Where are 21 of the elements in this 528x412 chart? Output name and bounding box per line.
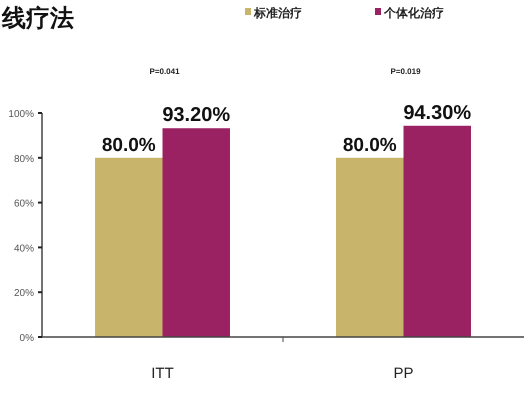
y-tick-label: 20% — [14, 288, 34, 300]
bar — [95, 158, 162, 337]
data-label: 93.20% — [162, 104, 230, 126]
x-tick-label: PP — [393, 365, 414, 382]
bar — [162, 128, 230, 337]
data-label: 80.0% — [342, 134, 397, 156]
bar — [336, 158, 404, 337]
chart-title: 线疗法 — [1, 5, 74, 32]
data-label: 80.0% — [102, 134, 156, 156]
legend-label: 个体化治疗 — [383, 6, 444, 20]
y-tick-label: 100% — [8, 109, 34, 120]
text: P=0.019 — [390, 67, 422, 76]
x-tick-label: ITT — [151, 365, 174, 382]
y-tick-label: 0% — [20, 333, 34, 344]
bar — [404, 126, 471, 337]
y-tick-label: 40% — [14, 243, 34, 254]
text: P=0.041 — [149, 67, 180, 76]
legend-label: 标准治疗 — [253, 6, 302, 20]
y-tick-label: 80% — [14, 154, 34, 165]
data-label: 94.30% — [403, 102, 472, 124]
y-tick-label: 60% — [14, 198, 34, 210]
